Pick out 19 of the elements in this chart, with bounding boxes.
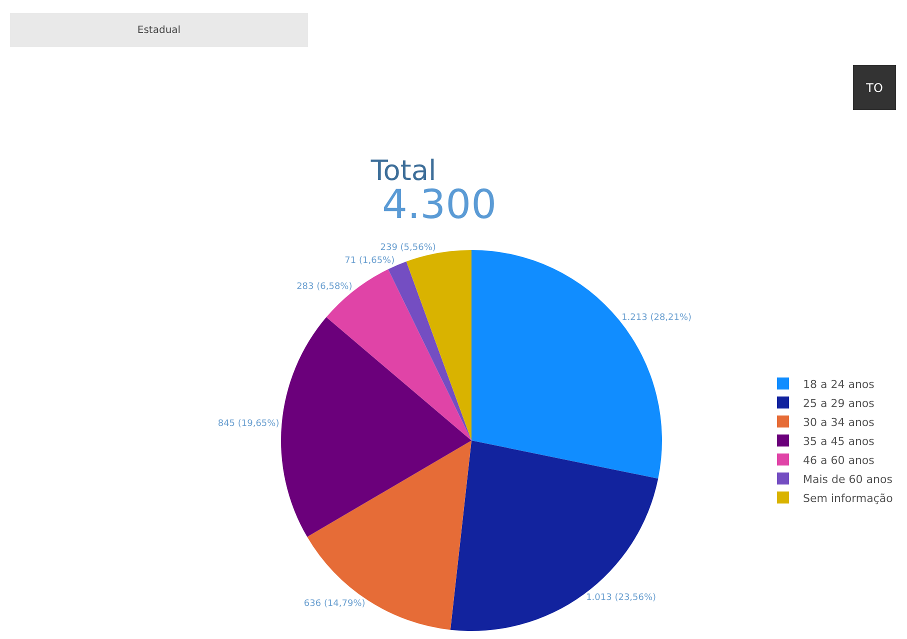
text: TO — [853, 65, 896, 110]
legend-label: 25 a 29 anos — [803, 396, 875, 410]
data-label: 71 (1,65%) — [344, 256, 395, 266]
data-label: 283 (6,58%) — [296, 282, 352, 292]
data-label: 1.213 (28,21%) — [622, 313, 692, 324]
pie-slice — [281, 317, 472, 537]
legend-label: 30 a 34 anos — [803, 416, 875, 429]
data-label: 636 (14,79%) — [304, 598, 366, 609]
legend-label: 46 a 60 anos — [803, 454, 875, 467]
legend-label: Sem informação — [803, 492, 894, 505]
legend-label: Mais de 60 anos — [803, 472, 893, 486]
pie-slice — [450, 440, 658, 631]
pie-slice — [406, 250, 472, 440]
legend-label: 35 a 45 anos — [803, 434, 875, 448]
data-label: 239 (5,56%) — [380, 243, 436, 254]
text: Estadual — [10, 13, 308, 47]
legend-label: 18 a 24 anos — [803, 378, 875, 391]
data-label: 1.013 (23,56%) — [586, 592, 656, 603]
data-label: 845 (19,65%) — [218, 418, 280, 429]
